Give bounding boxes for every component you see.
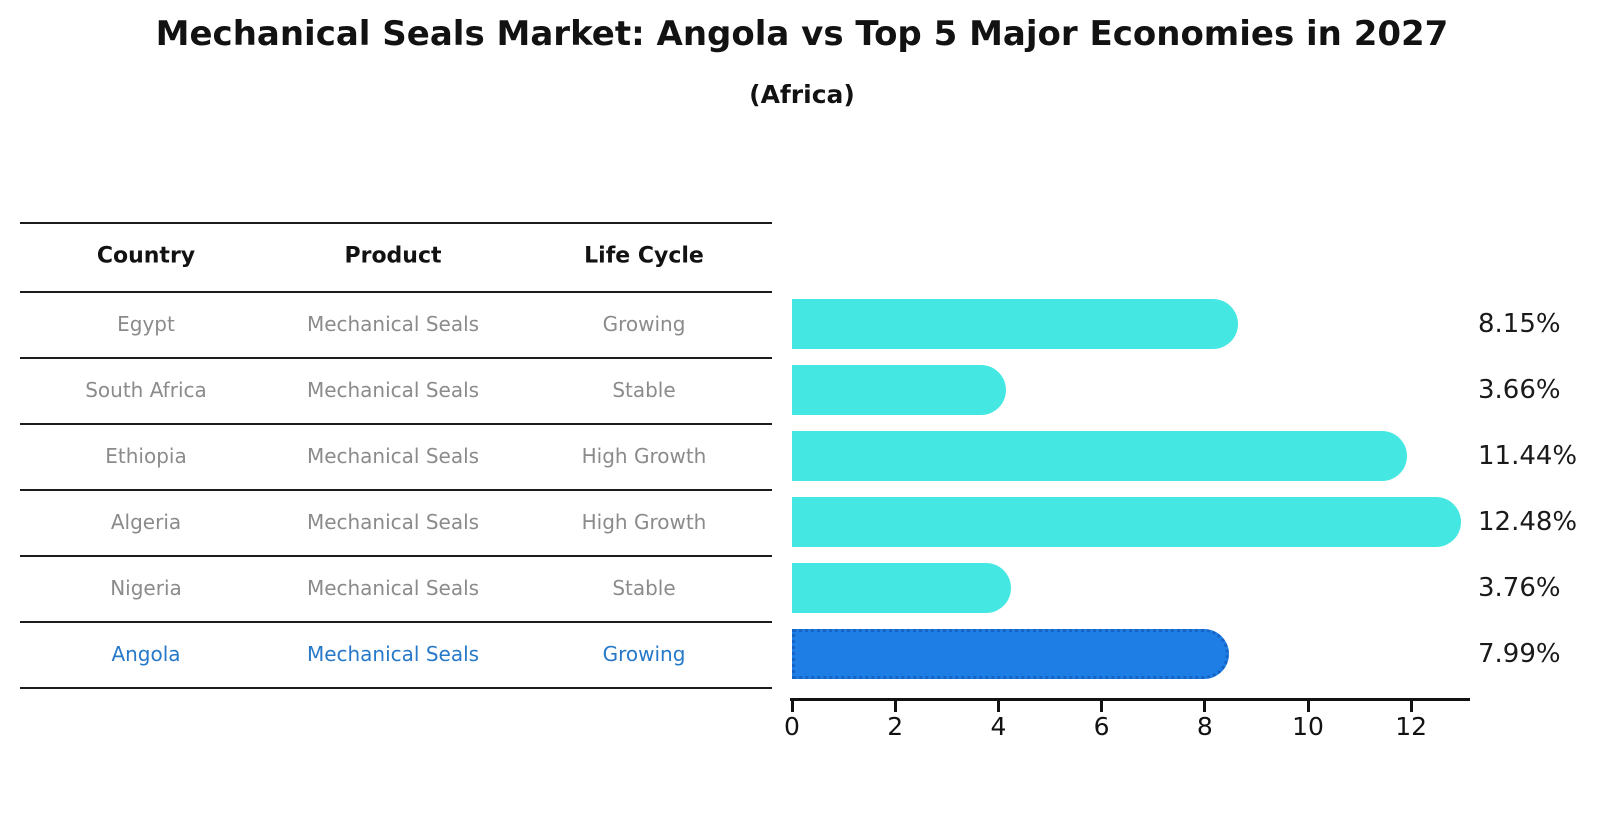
cell-product-ethiopia: Mechanical Seals — [306, 444, 480, 468]
chart-subtitle: (Africa) — [749, 80, 855, 109]
chart-title: Mechanical Seals Market: Angola vs Top 5… — [155, 14, 1449, 54]
cell-country-algeria: Algeria — [110, 510, 182, 534]
value-label-algeria: 12.48% — [1478, 507, 1578, 537]
x-tick — [1409, 701, 1413, 712]
x-tick-label: 0 — [784, 712, 800, 741]
value-label-south-africa: 3.66% — [1478, 375, 1561, 405]
cell-country-south-africa: South Africa — [85, 378, 207, 402]
table-rule — [20, 687, 772, 689]
bar-algeria — [792, 497, 1461, 547]
cell-life-cycle-ethiopia: High Growth — [581, 444, 707, 468]
bar-angola — [792, 629, 1230, 679]
value-label-angola: 7.99% — [1478, 639, 1561, 669]
bar-ethiopia — [792, 431, 1408, 481]
table-rule — [20, 222, 772, 224]
cell-life-cycle-egypt: Growing — [602, 312, 686, 336]
cell-life-cycle-nigeria: Stable — [612, 576, 676, 600]
table-rule — [20, 423, 772, 425]
x-tick — [1100, 701, 1104, 712]
x-tick-label: 6 — [1093, 712, 1110, 741]
table-rule — [20, 357, 772, 359]
cell-life-cycle-south-africa: Stable — [612, 378, 676, 402]
bar-nigeria — [792, 563, 1012, 613]
x-axis-line — [790, 698, 1470, 701]
cell-country-angola: Angola — [111, 642, 181, 666]
cell-product-egypt: Mechanical Seals — [306, 312, 480, 336]
x-tick — [1203, 701, 1207, 712]
table-header-product: Product — [344, 243, 442, 269]
value-label-egypt: 8.15% — [1478, 309, 1561, 339]
x-tick — [790, 701, 794, 712]
x-tick-label: 10 — [1292, 712, 1324, 741]
value-label-nigeria: 3.76% — [1478, 573, 1561, 603]
cell-product-algeria: Mechanical Seals — [306, 510, 480, 534]
cell-product-nigeria: Mechanical Seals — [306, 576, 480, 600]
x-tick — [1306, 701, 1310, 712]
cell-life-cycle-algeria: High Growth — [581, 510, 707, 534]
cell-country-nigeria: Nigeria — [110, 576, 182, 600]
x-tick — [893, 701, 897, 712]
x-tick-label: 2 — [887, 712, 904, 741]
table-rule — [20, 489, 772, 491]
cell-product-south-africa: Mechanical Seals — [306, 378, 480, 402]
table-rule — [20, 555, 772, 557]
table-rule — [20, 621, 772, 623]
value-label-ethiopia: 11.44% — [1478, 441, 1578, 471]
cell-country-ethiopia: Ethiopia — [105, 444, 187, 468]
x-tick-label: 4 — [990, 712, 1007, 741]
table-header-country: Country — [96, 243, 196, 269]
bar-south-africa — [792, 365, 1006, 415]
x-tick-label: 8 — [1196, 712, 1213, 741]
cell-product-angola: Mechanical Seals — [306, 642, 480, 666]
table-rule — [20, 291, 772, 293]
cell-country-egypt: Egypt — [117, 312, 175, 336]
cell-life-cycle-angola: Growing — [602, 642, 686, 666]
bar-egypt — [792, 299, 1238, 349]
x-tick-label: 12 — [1395, 712, 1428, 741]
x-tick — [996, 701, 1000, 712]
table-header-life-cycle: Life Cycle — [584, 243, 704, 269]
